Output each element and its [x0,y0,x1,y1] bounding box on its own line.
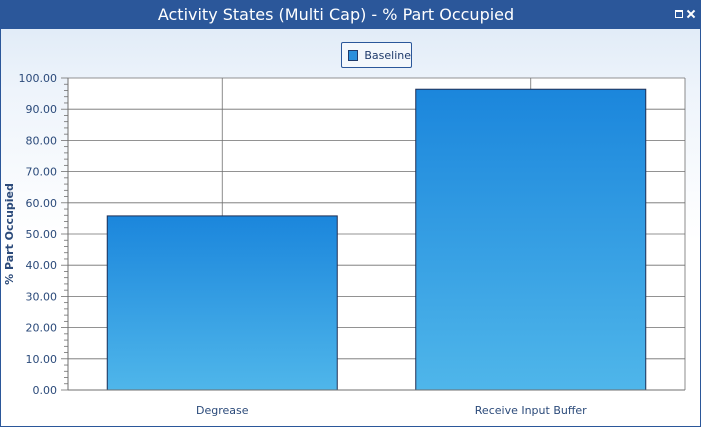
y-tick-label: 40.00 [26,259,58,272]
tick-labels: 0.00 10.00 20.00 30.00 40.00 50.00 60.00 70.00 8… [19,72,588,417]
restore-icon[interactable] [675,10,683,18]
bar-receive-input-buffer[interactable] [415,88,647,391]
legend-label-baseline: Baseline [364,48,411,62]
y-tick-label: 70.00 [26,166,58,179]
y-tick-label: 0.00 [33,384,58,397]
bar-degrease[interactable] [106,215,338,391]
x-tick-label: Receive Input Buffer [475,404,587,417]
y-tick-label: 90.00 [26,103,58,116]
y-axis-label: % Part Occupied [3,183,16,285]
bars [106,88,647,391]
y-tick-label: 30.00 [26,290,58,303]
window-controls [675,9,695,19]
title-bar: Activity States (Multi Cap) - % Part Occ… [1,1,700,29]
y-tick-label: 100.00 [19,72,58,85]
legend[interactable]: Baseline [341,42,412,68]
window-title: Activity States (Multi Cap) - % Part Occ… [157,5,515,24]
legend-swatch-baseline [348,49,359,61]
y-tick-label: 60.00 [26,197,58,210]
x-tick-label: Degrease [196,404,249,417]
y-tick-label: 50.00 [26,228,58,241]
y-tick-label: 80.00 [26,134,58,147]
y-tick-label: 10.00 [26,353,58,366]
y-tick-label: 20.00 [26,322,58,335]
axes [61,77,686,391]
